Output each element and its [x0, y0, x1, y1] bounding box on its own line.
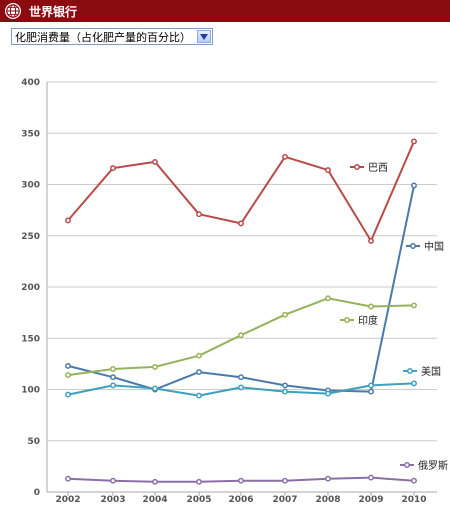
legend-label: 俄罗斯 [418, 459, 448, 472]
data-point[interactable] [325, 390, 331, 397]
data-point[interactable] [325, 167, 331, 174]
data-point[interactable] [282, 311, 288, 318]
data-point[interactable] [152, 158, 158, 165]
data-point[interactable] [411, 182, 417, 189]
x-tick-label: 2003 [100, 495, 125, 505]
legend-label: 印度 [358, 314, 378, 327]
legend-swatch-marker [344, 317, 350, 323]
data-point[interactable] [411, 302, 417, 309]
data-point[interactable] [411, 138, 417, 145]
data-point[interactable] [196, 369, 202, 376]
x-tick-label: 2009 [358, 495, 383, 505]
data-point[interactable] [196, 478, 202, 485]
data-point[interactable] [65, 362, 71, 369]
x-tick-label: 2008 [315, 495, 340, 505]
y-tick-label: 50 [27, 437, 40, 447]
data-point[interactable] [196, 392, 202, 399]
legend-swatch-marker [354, 164, 360, 170]
legend-item: 印度 [340, 314, 378, 327]
x-tick-label: 2007 [272, 495, 297, 505]
data-point[interactable] [368, 382, 374, 389]
data-point[interactable] [238, 477, 244, 484]
data-point[interactable] [110, 374, 116, 381]
data-point[interactable] [65, 217, 71, 224]
data-point[interactable] [65, 475, 71, 482]
indicator-dropdown[interactable]: 化肥消费量（占化肥产量的百分比） [11, 28, 213, 45]
data-point[interactable] [65, 391, 71, 398]
y-tick-label: 150 [21, 334, 40, 344]
data-point[interactable] [238, 220, 244, 227]
data-point[interactable] [282, 477, 288, 484]
legend-swatch-marker [407, 368, 413, 374]
data-point[interactable] [411, 380, 417, 387]
y-tick-label: 300 [21, 181, 40, 191]
chart-axes: 0 50 100 150 200 250 300 350 400 2002 2003 2004 2005… [21, 78, 437, 505]
x-tick-label: 2010 [401, 495, 426, 505]
data-point[interactable] [110, 165, 116, 172]
legend-swatch-marker [410, 243, 416, 249]
legend-item: 巴西 [350, 162, 388, 174]
series-1 [65, 138, 417, 244]
data-point[interactable] [411, 477, 417, 484]
data-point[interactable] [282, 382, 288, 389]
data-point[interactable] [368, 303, 374, 310]
y-tick-label: 200 [21, 283, 40, 293]
data-point[interactable] [238, 384, 244, 391]
legend-label: 中国 [424, 240, 444, 253]
data-point[interactable] [368, 237, 374, 244]
y-tick-label: 400 [21, 78, 40, 88]
legend-label: 巴西 [368, 162, 388, 174]
series-3 [65, 295, 417, 379]
chart-series [65, 138, 417, 485]
y-tick-label: 0 [34, 488, 40, 498]
legend-item: 俄罗斯 [400, 459, 448, 472]
y-tick-label: 100 [21, 386, 40, 396]
chart-gridlines [47, 81, 437, 442]
data-point[interactable] [325, 295, 331, 302]
site-title[interactable]: 世界银行 [29, 4, 78, 19]
y-tick-label: 250 [21, 232, 40, 242]
data-point[interactable] [238, 374, 244, 381]
x-tick-label: 2005 [186, 495, 211, 505]
data-point[interactable] [368, 474, 374, 481]
legend-item: 美国 [403, 365, 441, 378]
data-point[interactable] [196, 352, 202, 359]
data-point[interactable] [110, 477, 116, 484]
series-line[interactable] [67, 185, 415, 393]
header-bar: 世界银行 [0, 0, 450, 22]
indicator-selected-value: 化肥消费量（占化肥产量的百分比） [15, 30, 191, 44]
data-point[interactable] [282, 388, 288, 395]
world-bank-logo-icon[interactable] [3, 1, 23, 21]
series-2 [65, 182, 417, 395]
data-point[interactable] [110, 366, 116, 372]
series-4 [65, 380, 417, 399]
data-point[interactable] [325, 475, 331, 482]
series-5 [65, 474, 417, 485]
chevron-down-icon[interactable] [197, 30, 211, 43]
legend-label: 美国 [421, 365, 441, 378]
data-point[interactable] [238, 332, 244, 339]
data-point[interactable] [152, 478, 158, 485]
data-point[interactable] [282, 153, 288, 160]
legend-item: 中国 [406, 240, 444, 253]
data-point[interactable] [368, 388, 374, 395]
x-tick-label: 2002 [55, 495, 80, 505]
data-point[interactable] [65, 372, 71, 379]
x-tick-label: 2006 [228, 495, 253, 505]
data-point[interactable] [152, 363, 158, 370]
data-point[interactable] [196, 211, 202, 218]
y-tick-label: 350 [21, 129, 40, 139]
x-tick-label: 2004 [142, 495, 167, 505]
data-point[interactable] [110, 382, 116, 389]
legend-swatch-marker [404, 462, 410, 468]
data-point[interactable] [152, 385, 158, 392]
